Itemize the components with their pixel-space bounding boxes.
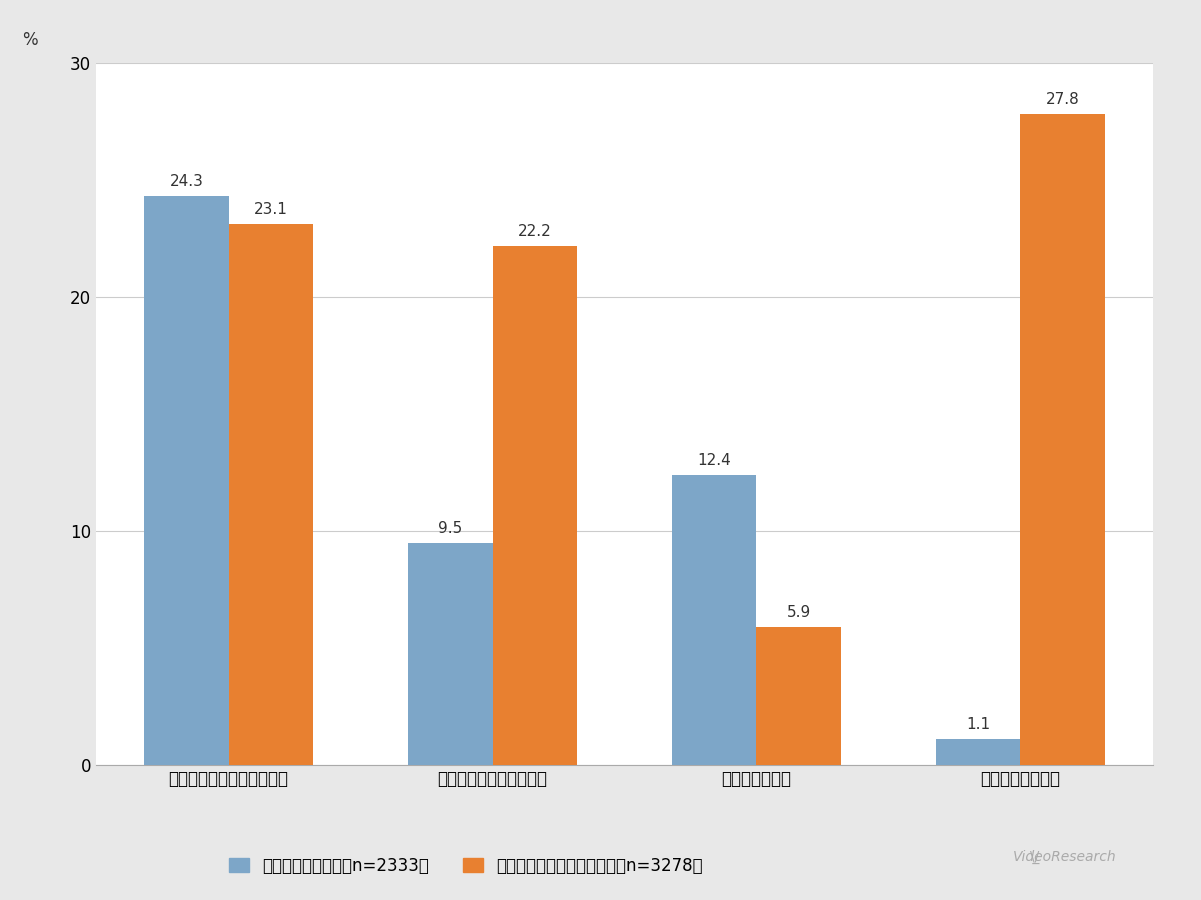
Text: 5.9: 5.9 [787, 605, 811, 620]
Text: 12.4: 12.4 [698, 453, 731, 468]
Bar [757, 627, 841, 765]
Text: 9.5: 9.5 [438, 521, 462, 535]
Bar [408, 543, 492, 765]
Text: 24.3: 24.3 [169, 175, 203, 189]
Text: 27.8: 27.8 [1046, 93, 1080, 107]
Bar [1021, 114, 1105, 765]
Bar [144, 196, 228, 765]
Bar [492, 246, 576, 765]
Legend: 銀行窓口ユーザー（n=2333）, ネットバンキングユーザー（n=3278）: 銀行窓口ユーザー（n=2333）, ネットバンキングユーザー（n=3278） [221, 849, 711, 883]
Bar [673, 475, 757, 765]
Bar [936, 739, 1021, 765]
Text: 22.2: 22.2 [518, 223, 551, 238]
Text: \/̲: \/̲ [1029, 850, 1039, 864]
Text: 23.1: 23.1 [253, 202, 288, 218]
Text: 1.1: 1.1 [966, 717, 991, 733]
Text: VideoResearch: VideoResearch [1014, 850, 1117, 864]
Bar [228, 224, 313, 765]
Text: %: % [22, 31, 37, 49]
